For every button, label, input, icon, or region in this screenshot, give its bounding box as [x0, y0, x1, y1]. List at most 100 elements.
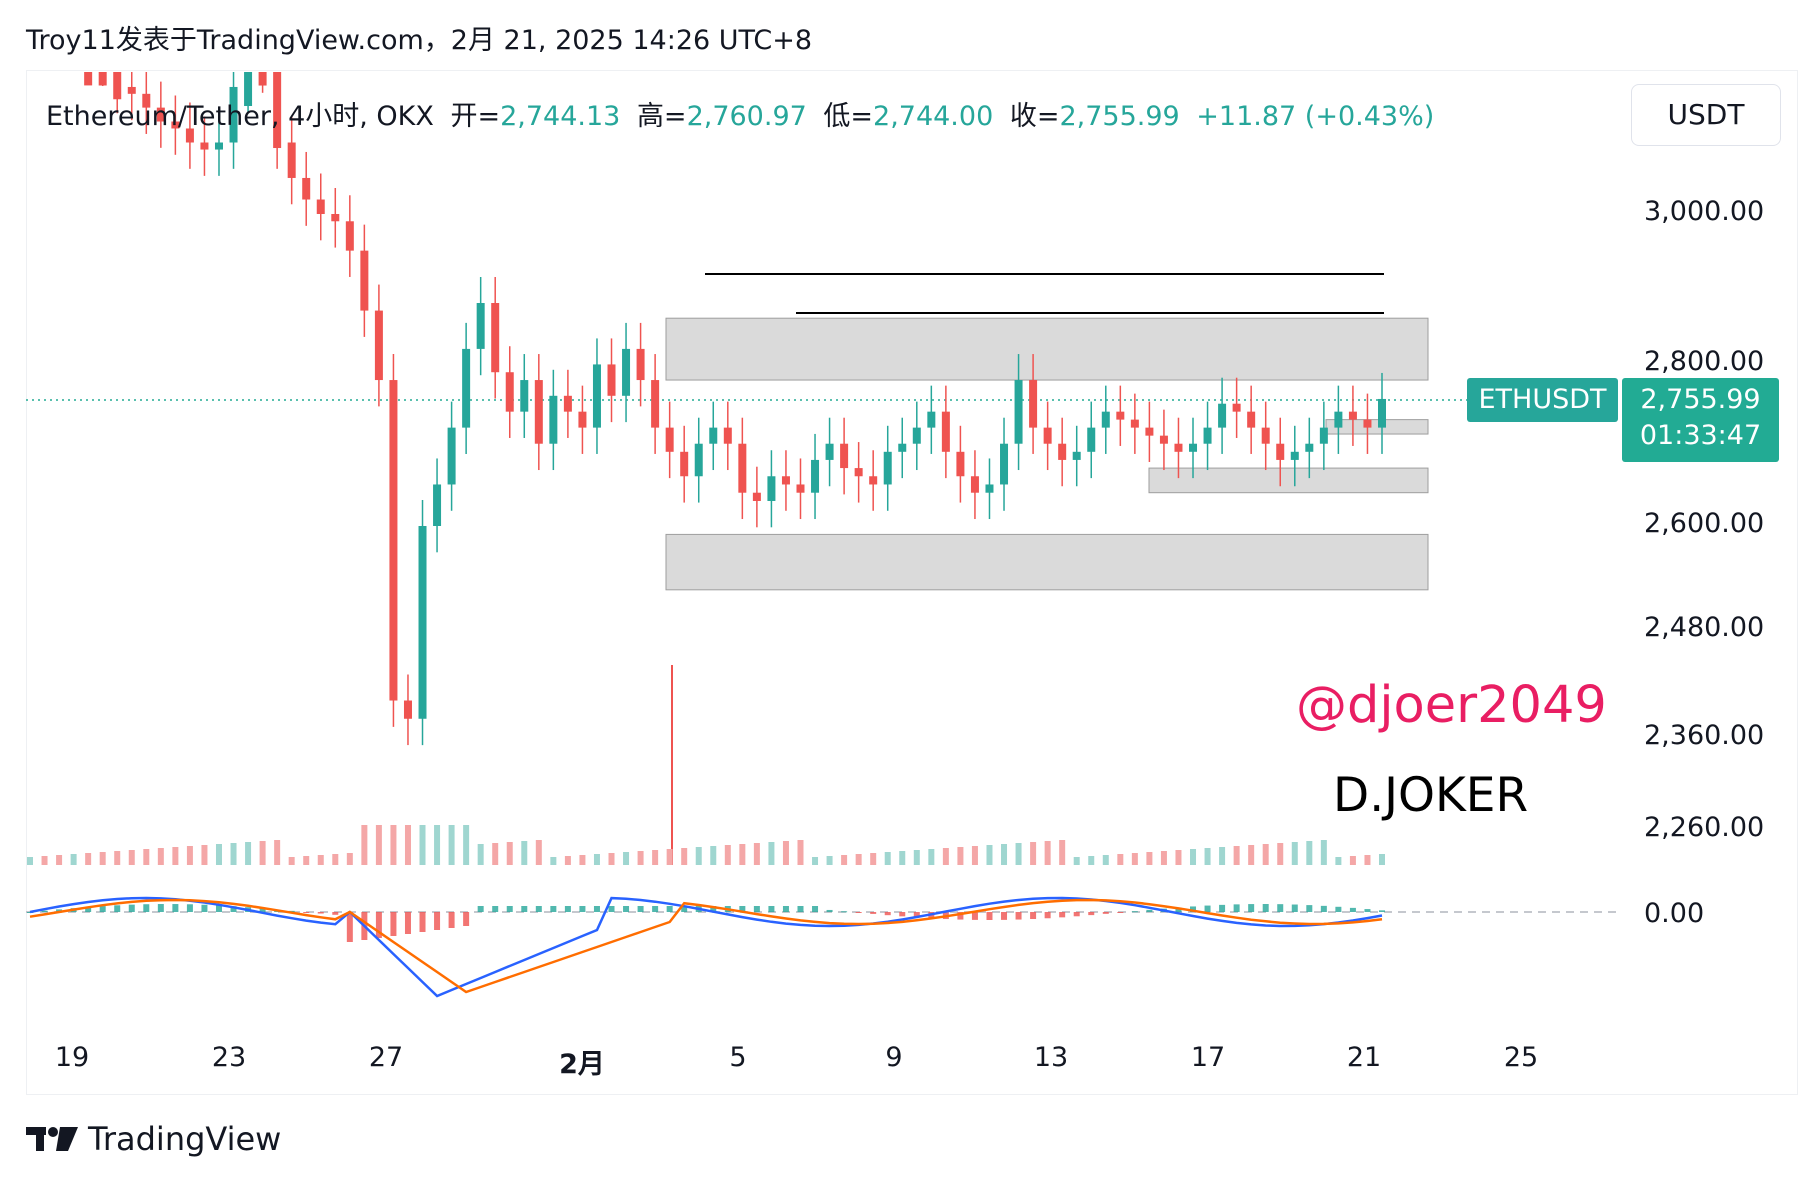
legend-open: 2,744.13 — [500, 101, 621, 132]
macd-histogram-bar — [1248, 904, 1255, 912]
volume-bar — [550, 857, 557, 865]
macd-histogram-bar — [782, 906, 789, 912]
volume-bar — [797, 840, 804, 865]
publisher-line: Troy11发表于TradingView.com，2月 21, 2025 14:… — [26, 25, 813, 56]
volume-bar — [99, 852, 106, 865]
volume-bar — [899, 851, 906, 865]
support-resistance-zone — [1325, 419, 1429, 435]
legend-high-label: 高= — [636, 101, 687, 132]
candle-body — [883, 451, 892, 485]
volume-bar — [1044, 841, 1051, 865]
candle-body — [563, 395, 572, 412]
macd-histogram-bar — [957, 912, 964, 920]
volume-bar — [739, 844, 746, 865]
volume-bar — [85, 853, 92, 865]
candle-body — [374, 310, 383, 381]
volume-bar — [782, 841, 789, 865]
candle-body — [941, 411, 950, 452]
candle-body — [1348, 411, 1357, 420]
volume-bar — [114, 851, 121, 865]
volume-bar — [710, 846, 717, 865]
macd-histogram-bar — [855, 912, 862, 913]
candle-body — [1072, 451, 1081, 460]
volume-bar — [143, 849, 150, 865]
candle-body — [811, 459, 820, 493]
candle-body — [1363, 419, 1372, 428]
macd-histogram-bar — [1219, 904, 1226, 912]
candle-body — [578, 411, 587, 428]
macd-histogram-bar — [826, 909, 833, 912]
macd-histogram-bar — [1175, 907, 1182, 912]
chart-frame — [26, 70, 1798, 1095]
macd-histogram-bar — [971, 912, 978, 920]
volume-bar — [1219, 847, 1226, 865]
volume-bar — [1204, 848, 1211, 865]
macd-histogram-bar — [1015, 912, 1022, 920]
candle-body — [970, 476, 979, 493]
volume-bar — [1131, 853, 1138, 865]
candle-body — [142, 93, 151, 108]
volume-bar — [274, 840, 281, 865]
macd-histogram-bar — [259, 908, 266, 912]
volume-bar — [753, 843, 760, 865]
candle-body — [1232, 403, 1241, 412]
symbol-badge: ETHUSDT — [1467, 378, 1618, 422]
macd-histogram-bar — [506, 906, 513, 912]
last-price: 2,755.99 — [1640, 384, 1761, 415]
volume-bar — [332, 854, 339, 865]
candle-body — [709, 427, 718, 444]
time-tick: 9 — [885, 1042, 903, 1073]
volume-bar — [826, 856, 833, 865]
macd-histogram-bar — [1204, 905, 1211, 912]
volume-bar — [215, 844, 222, 865]
candle-body — [1174, 443, 1183, 452]
macd-histogram-bar — [1131, 911, 1138, 913]
macd-histogram-bar — [1044, 912, 1051, 919]
candle-body — [403, 700, 412, 719]
last-price-badge: 2,755.99 01:33:47 — [1622, 378, 1779, 462]
volume-bar — [841, 855, 848, 865]
price-tick: 2,800.00 — [1644, 346, 1765, 377]
macd-histogram-bar — [550, 906, 557, 912]
macd-histogram-bar — [114, 905, 121, 912]
volume-bar — [593, 854, 600, 865]
volume-bar — [535, 840, 542, 865]
volume-bar — [1262, 844, 1269, 865]
price-tick: 2,600.00 — [1644, 508, 1765, 539]
macd-histogram-bar — [41, 910, 48, 912]
currency-selector[interactable]: USDT — [1631, 84, 1781, 146]
macd-histogram-bar — [870, 912, 877, 914]
candle-body — [592, 364, 601, 428]
candle-body — [389, 380, 398, 701]
candle-body — [854, 468, 863, 477]
macd-histogram-bar — [477, 906, 484, 912]
macd-histogram-bar — [1030, 912, 1037, 920]
macd-histogram-bar — [753, 906, 760, 912]
candle-body — [520, 380, 529, 412]
macd-histogram-bar — [986, 912, 993, 920]
candle-body — [302, 177, 311, 200]
volume-bar — [41, 856, 48, 865]
volume-bar — [172, 847, 179, 865]
candle-body — [316, 199, 325, 214]
volume-bar — [695, 847, 702, 865]
support-resistance-zone — [1148, 467, 1429, 494]
volume-bar — [303, 856, 310, 865]
candle-body — [1087, 427, 1096, 452]
macd-histogram-bar — [899, 912, 906, 917]
candle-body — [200, 142, 209, 150]
legend-change: +11.87 (+0.43%) — [1196, 101, 1435, 132]
candle-body — [1261, 427, 1270, 444]
macd-histogram-bar — [1233, 904, 1240, 912]
macd-histogram-bar — [157, 904, 164, 912]
volume-bar — [986, 845, 993, 865]
time-tick: 2月 — [559, 1049, 605, 1080]
volume-bar — [652, 850, 659, 865]
volume-bar — [317, 855, 324, 865]
legend-close: 2,755.99 — [1059, 101, 1180, 132]
volume-bar — [1073, 857, 1080, 865]
volume-bar — [1001, 844, 1008, 865]
macd-histogram-bar — [1117, 912, 1124, 913]
candle-body — [505, 372, 514, 412]
